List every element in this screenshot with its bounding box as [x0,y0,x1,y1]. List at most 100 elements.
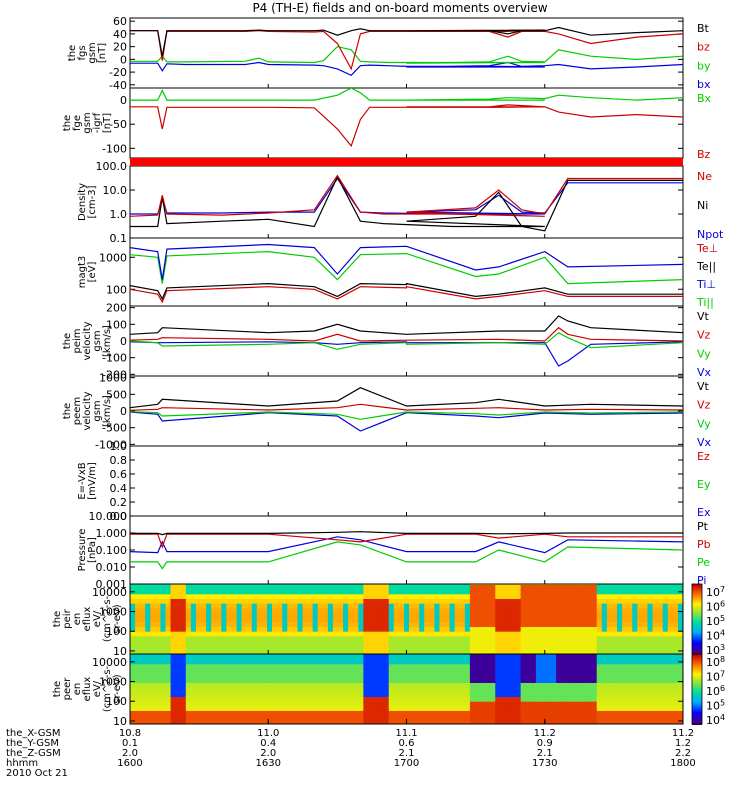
heatmap-cell [561,677,568,683]
heatmap-cell [261,626,268,632]
heatmap-cell [338,686,345,693]
heatmap-cell [490,686,497,693]
heatmap-cell [530,588,537,595]
heatmap-cell [190,654,197,660]
heatmap-cell [414,700,421,707]
heatmap-cell [464,672,471,679]
heatmap-cell [190,621,197,627]
heatmap-cell [571,719,578,724]
heatmap-cell [195,649,203,654]
heatmap-cell [637,635,644,641]
heatmap-cell [464,668,471,674]
heatmap-cell [343,593,350,599]
heatmap-cell [419,719,426,724]
heatmap-cell [272,677,279,683]
heatmap-cell [424,658,431,665]
heatmap-cell [312,640,319,646]
heatmap-cell [601,677,608,683]
heatmap-cell [606,672,613,679]
heatmap-cell [469,682,476,688]
heatmap-cell [343,682,350,688]
heatmap-cell [535,588,542,595]
heatmap-cell [195,616,203,623]
heatmap-cell [647,598,654,604]
heatmap-cell [642,612,649,618]
heatmap-cell [150,649,157,654]
y-tick-label: 0 [120,335,127,348]
heatmap-cell [282,593,289,599]
heatmap-cell [480,686,487,693]
heatmap-cell [632,705,639,711]
heatmap-cell [510,607,517,613]
y-axis-label: [nPa] [87,537,98,563]
heatmap-cell [140,616,147,623]
heatmap-cell [505,691,512,697]
heatmap-cell [241,612,248,618]
heatmap-cell [632,649,639,654]
heatmap-cell [617,700,624,707]
heatmap-cell [348,602,355,609]
heatmap-cell [464,719,471,724]
colorbar-segment [692,606,702,610]
heatmap-cell [474,621,482,627]
heatmap-cell [571,584,578,590]
heatmap-cell [657,696,664,702]
heatmap-cell [469,654,476,660]
heatmap-cell [530,700,537,707]
heatmap-cell [180,616,187,623]
heatmap-cell [256,612,263,618]
heatmap-cell [165,710,172,716]
heatmap-cell [277,640,284,646]
heatmap-cell [439,654,446,660]
heatmap-cell [535,696,542,702]
y-axis-label: the [62,403,73,419]
heatmap-cell [338,682,345,688]
heatmap-cell [480,598,487,604]
heatmap-cell [348,640,355,646]
heatmap-cell [211,719,218,724]
heatmap-cell [302,654,309,660]
heatmap-cell [170,686,177,693]
heatmap-cell [393,593,400,599]
heatmap-cell [490,630,497,637]
heatmap-cell [520,630,527,637]
heatmap-cell [398,588,405,595]
heatmap-cell [556,719,563,724]
heatmap-cell [348,616,355,623]
heatmap-cell [266,630,274,637]
heatmap-cell [175,640,182,646]
heatmap-cell [231,668,238,674]
heatmap-cell [667,593,674,599]
heatmap-cell [261,635,268,641]
heatmap-cell [434,654,441,660]
heatmap-cell [672,668,679,674]
heatmap-cell [652,602,659,609]
heatmap-cell [672,621,679,627]
heatmap-cell [160,640,167,646]
heatmap-cell [556,644,563,651]
heatmap-cell [353,598,360,604]
heatmap-cell [393,588,400,595]
heatmap-cell [201,602,208,609]
heatmap-cell [546,621,553,627]
panel-frame [129,305,684,377]
heatmap-cell [490,654,497,660]
heatmap-cell [510,710,517,716]
heatmap-cell [403,668,411,674]
y-axis-label: Pressure [77,529,88,572]
heatmap-cell [266,584,274,590]
heatmap-cell [429,700,436,707]
heatmap-cell [632,710,639,716]
heatmap-cell [145,621,152,627]
heatmap-cell [353,663,360,669]
heatmap-cell [150,663,157,669]
heatmap-cell [236,593,243,599]
heatmap-cell [677,598,683,604]
heatmap-cell [322,635,329,641]
heatmap-cell [403,714,411,721]
heatmap-cell [581,663,588,669]
y-tick-label: 0.001 [96,578,128,591]
heatmap-cell [642,654,649,660]
heatmap-cell [261,640,268,646]
